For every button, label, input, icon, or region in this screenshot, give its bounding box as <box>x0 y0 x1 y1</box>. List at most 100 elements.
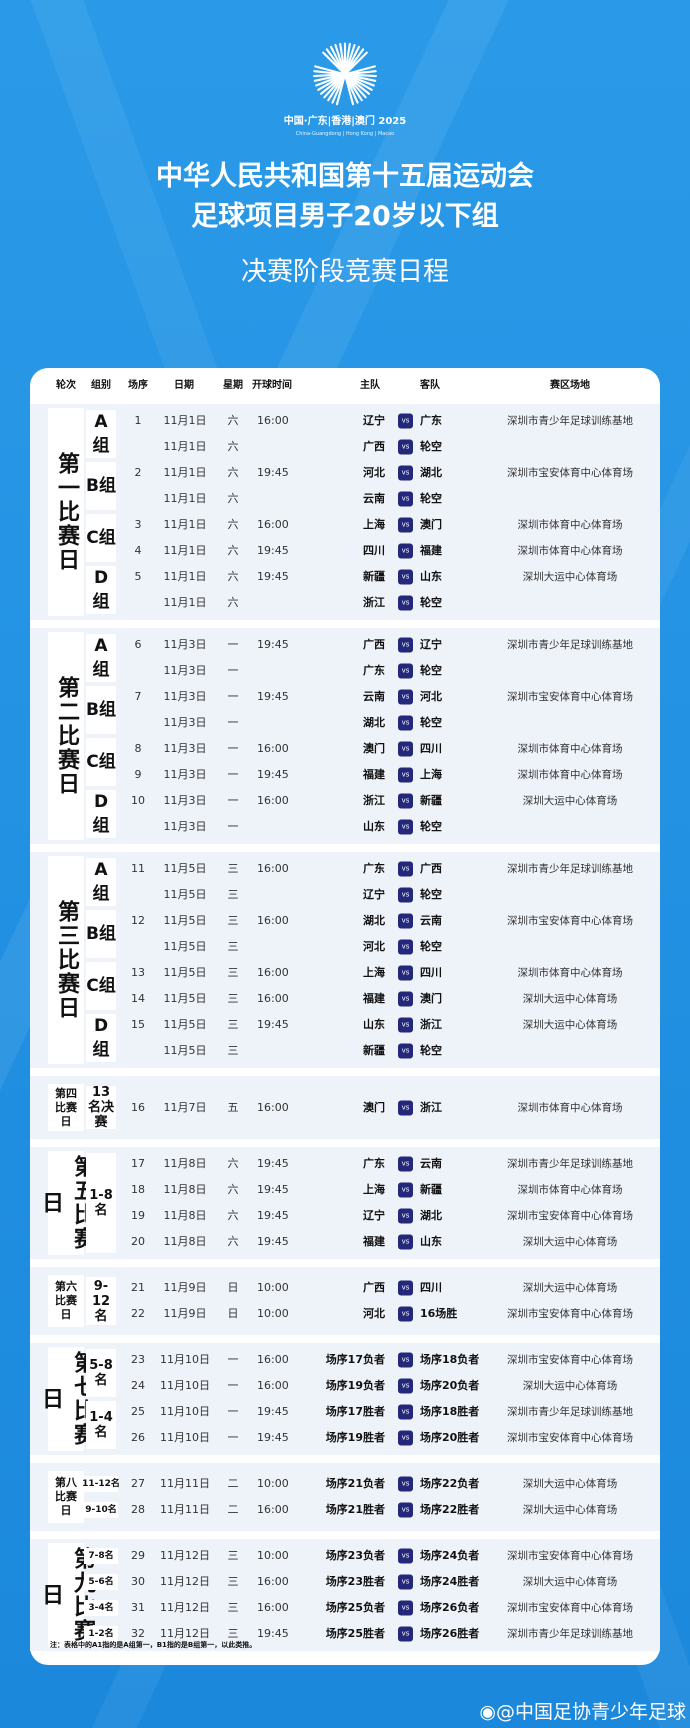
home-team: 广东 <box>363 1157 385 1170</box>
away-team: 上海 <box>420 768 442 781</box>
table-row: 31 11月12日 三 16:00 场序25负者 vs 场序26负者 深圳市宝安体育中心体育场 <box>30 1595 660 1621</box>
weekday: 三 <box>227 888 239 901</box>
date: 11月9日 <box>163 1281 207 1294</box>
kickoff-time: 19:45 <box>257 768 289 781</box>
vs-badge: vs <box>398 569 413 585</box>
weekday: 二 <box>227 1503 239 1516</box>
logo-ray <box>314 65 347 76</box>
column-header-kickoff-time: 开球时间 <box>252 380 292 391</box>
away-team: 澳门 <box>420 992 442 1005</box>
kickoff-time: 16:00 <box>257 966 289 979</box>
home-team: 广东 <box>363 664 385 677</box>
weekday: 一 <box>227 1353 239 1366</box>
vs-badge: vs <box>398 1100 413 1115</box>
vs-badge: vs <box>398 491 413 507</box>
weekday: 三 <box>227 914 239 927</box>
match-no: 11 <box>131 862 145 875</box>
venue: 深圳市体育中心体育场 <box>517 743 623 755</box>
home-team: 福建 <box>363 992 385 1005</box>
weekday: 六 <box>227 544 239 557</box>
table-row: 15 11月5日 三 19:45 山东 vs 浙江 深圳大运中心体育场 <box>30 1012 660 1038</box>
weekday: 三 <box>227 966 239 979</box>
away-team: 轮空 <box>420 1044 442 1057</box>
home-team: 上海 <box>363 1183 385 1196</box>
away-team: 轮空 <box>420 440 442 453</box>
date: 11月3日 <box>163 664 207 677</box>
table-row: 6 11月3日 一 19:45 广西 vs 辽宁 深圳市青少年足球训练基地 <box>30 632 660 658</box>
venue: 深圳大运中心体育场 <box>522 1504 618 1516</box>
venue: 深圳市宝安体育中心体育场 <box>507 1602 633 1614</box>
match-no: 23 <box>131 1353 145 1366</box>
kickoff-time: 16:00 <box>257 914 289 927</box>
date: 11月5日 <box>163 862 207 875</box>
date: 11月10日 <box>160 1405 210 1418</box>
table-row: 21 11月9日 日 10:00 广西 vs 四川 深圳大运中心体育场 <box>30 1275 660 1301</box>
vs-badge: vs <box>398 413 413 429</box>
date: 11月5日 <box>163 940 207 953</box>
away-team: 轮空 <box>420 492 442 505</box>
date: 11月8日 <box>163 1157 207 1170</box>
date: 11月5日 <box>163 992 207 1005</box>
vs-badge: vs <box>398 1548 413 1564</box>
weekday: 一 <box>227 664 239 677</box>
vs-badge: vs <box>398 939 413 955</box>
weekday: 六 <box>227 1235 239 1248</box>
round-section: 第三比赛日 A组 11 11月5日三 16:00 广东 vs 广西 深圳市青少年足球训练基地 11… <box>30 852 660 1068</box>
group-label: 1-4名 <box>86 1401 116 1449</box>
logo-ray <box>343 51 368 76</box>
vs-badge: vs <box>398 465 413 481</box>
away-team: 四川 <box>420 966 442 979</box>
round-section: 第二比赛日 A组 6 11月3日一 19:45 广西 vs 辽宁 深圳市青少年足球训练基地 11月… <box>30 628 660 844</box>
weekday: 一 <box>227 716 239 729</box>
date: 11月12日 <box>160 1601 210 1614</box>
weekday: 六 <box>227 492 239 505</box>
weekday: 六 <box>227 1157 239 1170</box>
kickoff-time: 16:00 <box>257 1353 289 1366</box>
weekday: 三 <box>227 862 239 875</box>
group-label: A组 <box>86 410 116 458</box>
kickoff-time: 10:00 <box>257 1549 289 1562</box>
vs-badge: vs <box>398 543 413 559</box>
venue: 深圳市青少年足球训练基地 <box>507 863 633 875</box>
group-label: C组 <box>86 738 116 786</box>
vs-badge: vs <box>398 1600 413 1616</box>
weekday: 三 <box>227 1627 239 1640</box>
home-team: 场序25负者 <box>325 1601 385 1614</box>
table-row: 11 11月5日 三 16:00 广东 vs 广西 深圳市青少年足球训练基地 <box>30 856 660 882</box>
away-team: 场序20胜者 <box>420 1431 480 1444</box>
weekday: 一 <box>227 690 239 703</box>
date: 11月12日 <box>160 1575 210 1588</box>
vs-badge: vs <box>398 1234 413 1250</box>
weekday: 一 <box>227 1405 239 1418</box>
weibo-icon: ◉ <box>479 1701 496 1723</box>
match-no: 27 <box>131 1477 145 1490</box>
weekday: 六 <box>227 596 239 609</box>
table-row: 11月3日 一 广东 vs 轮空 <box>30 658 660 684</box>
group-label: A组 <box>86 634 116 682</box>
home-team: 广西 <box>363 440 385 453</box>
date: 11月7日 <box>163 1100 207 1114</box>
away-team: 山东 <box>420 1235 442 1248</box>
venue: 深圳市青少年足球训练基地 <box>507 1628 633 1640</box>
group-label: 3-4名 <box>84 1600 118 1616</box>
venue: 深圳市宝安体育中心体育场 <box>507 1354 633 1366</box>
away-team: 场序22胜者 <box>420 1503 480 1516</box>
date: 11月3日 <box>163 638 207 651</box>
home-team: 上海 <box>363 966 385 979</box>
weekday: 一 <box>227 794 239 807</box>
venue: 深圳大运中心体育场 <box>522 1282 618 1294</box>
kickoff-time: 19:45 <box>257 1235 289 1248</box>
kickoff-time: 16:00 <box>257 992 289 1005</box>
match-no: 13 <box>131 966 145 979</box>
date: 11月5日 <box>163 966 207 979</box>
match-no: 29 <box>131 1549 145 1562</box>
kickoff-time: 16:00 <box>257 862 289 875</box>
round-section: 第四比赛日 13名决赛 16 11月7日 五 16:00 澳门 vs 浙江 深圳市体育中心体育场 <box>30 1076 660 1139</box>
away-team: 湖北 <box>420 1209 442 1222</box>
away-team: 四川 <box>420 1281 442 1294</box>
table-row: 11月5日 三 辽宁 vs 轮空 <box>30 882 660 908</box>
vs-badge: vs <box>398 1430 413 1446</box>
table-body: 第一比赛日 A组 1 11月1日六 16:00 辽宁 vs 广东 深圳市青少年足球训练基地 11月… <box>30 404 660 1651</box>
weekday: 一 <box>227 768 239 781</box>
table-row: 11月3日 一 湖北 vs 轮空 <box>30 710 660 736</box>
